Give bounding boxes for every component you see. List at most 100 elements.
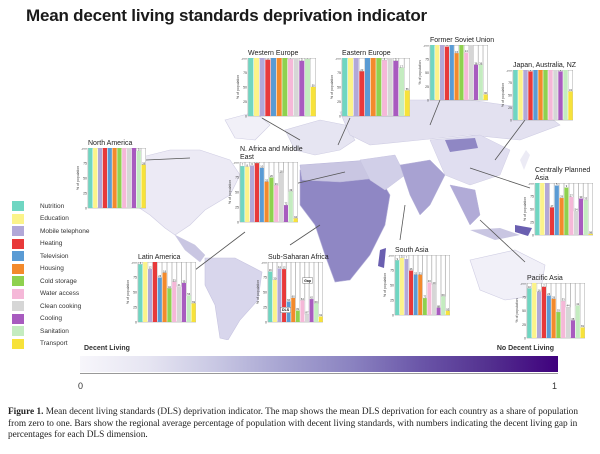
bar-sanitation	[136, 151, 141, 208]
gap-label: 29	[560, 195, 563, 199]
bar-cold-storage	[282, 58, 288, 116]
figure-caption: Figure 1. Mean decent living standards (…	[8, 407, 592, 442]
y-tick-label: 50	[243, 86, 247, 90]
gap-label: 54	[575, 208, 578, 212]
bar-water-access	[427, 282, 432, 315]
bar-transport	[141, 164, 146, 208]
bar-transport	[318, 316, 323, 322]
gap-label: 46	[428, 279, 431, 283]
region-bar-chart: 0 25 50 75 100 % of population 23 4 517 56	[330, 58, 410, 119]
gap-label: 10	[528, 285, 531, 289]
y-axis-label: % of population	[418, 60, 422, 84]
bar-transport	[404, 90, 410, 116]
legend-label: Clean cooking	[40, 302, 82, 310]
bar-cooling	[283, 205, 289, 222]
gap-label: 4	[140, 262, 142, 265]
legend-label: Heating	[40, 240, 63, 248]
legend-label: Water access	[40, 290, 80, 298]
gap-outline	[138, 262, 143, 265]
legend-swatch	[12, 213, 24, 224]
bar-mobile-telephone	[544, 183, 550, 235]
y-tick-label: 50	[425, 71, 429, 75]
gap-label: 28	[142, 161, 145, 165]
gap-label: 10	[260, 165, 263, 169]
legend-label: Television	[40, 252, 69, 260]
gap-label: 5	[301, 58, 303, 61]
bar-transport	[293, 218, 298, 222]
caption-text: Mean decent living standards (DLS) depri…	[8, 407, 578, 440]
gap-label: 6	[251, 162, 253, 166]
bar-sanitation	[478, 64, 483, 100]
gap-label: 3	[446, 45, 448, 47]
gap-outline	[171, 262, 177, 282]
bar-nutrition	[513, 70, 518, 120]
region-panel: Pacific Asia 0 25 50 75 100 % of population 10 1…	[515, 275, 585, 341]
y-tick-label: 100	[131, 262, 137, 265]
y-tick-label: 25	[508, 106, 512, 110]
legend-label: Cold storage	[40, 277, 77, 285]
gap-outline	[556, 283, 561, 313]
bar-clean-cooking	[431, 284, 436, 315]
plot-area	[267, 262, 323, 323]
gap-label: 91	[319, 313, 322, 317]
colorbar	[80, 356, 558, 372]
region-bar-chart: 0 25 50 75 100 % of population 3 15 14 36 36 90	[418, 45, 488, 103]
colorbar-tick-min: 0	[78, 381, 84, 391]
gap-label: 62	[310, 296, 313, 300]
bar-housing	[112, 148, 117, 208]
bar-television	[157, 277, 162, 322]
bar-television	[364, 58, 371, 116]
gap-label: 36	[479, 61, 482, 65]
gap-label: 56	[406, 87, 409, 91]
bar-sanitation	[314, 303, 319, 322]
legend-swatch	[12, 338, 24, 349]
map-south-america	[204, 257, 263, 340]
legend-swatch	[12, 251, 24, 262]
y-tick-label: 0	[135, 321, 137, 325]
gap-label: 33	[173, 278, 176, 282]
bar-cooling	[473, 64, 479, 100]
region-title: North America	[88, 140, 133, 147]
y-tick-label: 25	[425, 85, 429, 89]
bar-clean-cooking	[176, 286, 182, 322]
bar-sanitation	[398, 67, 405, 116]
gap-label: 5	[138, 148, 140, 152]
region-panel: North America 0 25 50 75 100 % of population 5 2…	[76, 140, 146, 211]
map-mongolia	[445, 138, 478, 152]
gap-label: 56	[187, 292, 190, 296]
y-tick-label: 0	[392, 314, 394, 318]
region-title: Pacific Asia	[527, 275, 563, 282]
gap-label: 69	[315, 300, 318, 304]
bar-nutrition	[430, 45, 435, 100]
gap-label: 26	[158, 274, 161, 278]
bar-heating	[102, 148, 108, 208]
dls-annotation: DLS	[282, 308, 290, 312]
region-title: Japan, Australia, NZ	[513, 62, 577, 69]
bar-education	[93, 148, 98, 208]
gap-label: 3	[530, 70, 532, 72]
bar-cold-storage	[295, 310, 300, 322]
gap-label: 12	[149, 266, 152, 270]
gap-outline	[283, 162, 289, 206]
map-japan	[520, 150, 530, 170]
gap-label: 72	[423, 295, 426, 299]
gap-label: 94	[294, 215, 297, 219]
y-tick-label: 100	[520, 283, 526, 286]
y-tick-label: 0	[245, 115, 247, 119]
dls-annotation-box	[280, 307, 291, 313]
gap-outline	[570, 283, 576, 321]
y-tick-label: 50	[235, 191, 239, 195]
bar-transport	[483, 94, 488, 100]
gap-label: 33	[419, 271, 422, 275]
gap-label: 47	[550, 204, 553, 208]
bar-education	[518, 70, 523, 120]
gap-outline	[564, 183, 569, 188]
gap-label: 26	[410, 267, 413, 271]
bar-sanitation	[575, 305, 580, 338]
colorbar-left-label: Decent Living	[84, 345, 130, 352]
gap-outline	[287, 58, 294, 60]
y-axis-label: % of population	[383, 273, 387, 297]
region-title: Sub-Saharan Africa	[268, 254, 329, 261]
bar-transport	[580, 327, 585, 338]
gap-label: 90	[484, 91, 487, 95]
